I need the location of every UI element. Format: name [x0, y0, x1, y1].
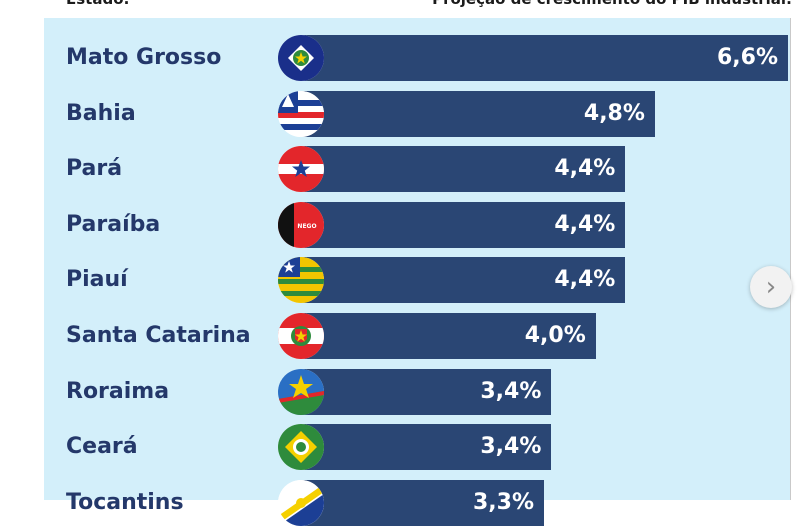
- category-label: Tocantins: [66, 489, 184, 515]
- category-label: Pará: [66, 156, 123, 182]
- value-label: 6,6%: [716, 45, 778, 70]
- category-label: Piauí: [66, 267, 128, 293]
- state-column-header: Estado:: [66, 0, 130, 8]
- category-label: Santa Catarina: [66, 323, 251, 348]
- chevron-right-icon: ›: [765, 272, 777, 302]
- tocantins-flag-icon: [278, 479, 324, 526]
- value-label: 3,4%: [480, 434, 542, 460]
- page-edge: [790, 18, 800, 500]
- header-bar: Estado: Projeção de crescimento do PIB i…: [0, 0, 800, 18]
- category-label: Bahia: [66, 100, 136, 126]
- paraiba-flag-text: NEGO: [297, 223, 316, 230]
- value-label: 3,3%: [472, 489, 534, 515]
- mato-grosso-flag-icon: [278, 35, 324, 81]
- growth-column-header: Projeção de crescimento do PIB industria…: [432, 0, 792, 8]
- chart-row: Piauí 4,4%: [0, 257, 800, 304]
- bar-chart: Mato Grosso 6,6% Bahia 4,8% Pará 4,4% Paraíba 4…: [0, 35, 800, 526]
- bar: [300, 424, 552, 471]
- para-flag-icon: [278, 146, 324, 193]
- bar: [300, 146, 626, 193]
- bahia-flag-icon: [278, 90, 324, 137]
- value-label: 3,4%: [480, 378, 542, 404]
- bar: [300, 313, 596, 359]
- chart-row: Mato Grosso 6,6%: [0, 35, 800, 81]
- category-label: Ceará: [66, 434, 138, 460]
- chart-row: Roraima 3,4%: [0, 368, 800, 415]
- bar: [300, 35, 788, 81]
- bar: [300, 201, 626, 248]
- chart-row: Paraíba 4,4% NEGO: [0, 201, 800, 248]
- next-button[interactable]: ›: [750, 266, 792, 308]
- value-label: 4,4%: [554, 156, 616, 182]
- value-label: 4,4%: [554, 267, 616, 293]
- bar: [300, 90, 655, 137]
- category-label: Paraíba: [66, 211, 161, 237]
- santa-catarina-flag-icon: [278, 313, 324, 359]
- chart-row: Pará 4,4%: [0, 146, 800, 193]
- ceara-flag-icon: [278, 424, 324, 471]
- bar: [300, 368, 552, 415]
- chart-row: Tocantins 3,3%: [0, 479, 800, 526]
- bar: [300, 257, 626, 304]
- chart-row: Santa Catarina 4,0%: [0, 313, 800, 359]
- paraiba-flag-icon: NEGO: [278, 201, 324, 248]
- chart-row: Ceará 3,4%: [0, 424, 800, 471]
- chart-row: Bahia 4,8%: [0, 90, 800, 137]
- value-label: 4,8%: [583, 100, 645, 126]
- category-label: Roraima: [66, 378, 170, 404]
- value-label: 4,0%: [524, 323, 586, 348]
- category-label: Mato Grosso: [66, 45, 222, 70]
- value-label: 4,4%: [554, 211, 616, 237]
- roraima-flag-icon: [278, 368, 324, 415]
